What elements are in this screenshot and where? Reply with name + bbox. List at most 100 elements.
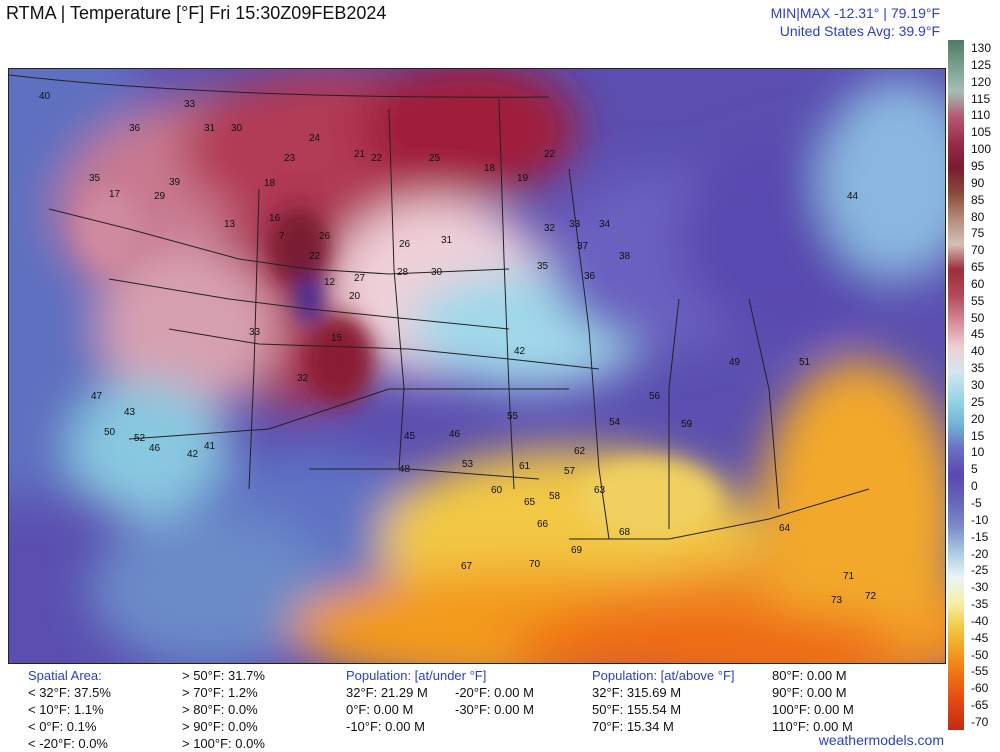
temp-label: 22 [371,153,383,164]
temp-label: 7 [279,231,285,242]
temperature-map[interactable]: 40 36 33 39 35 31 30 29 23 21 22 25 24 1… [8,68,946,664]
colorbar-tick: -15 [971,529,989,544]
spatial-item: < -20°F: 0.0% [28,736,108,751]
colorbar-tick: 35 [971,361,985,376]
temp-label: 13 [224,219,236,230]
colorbar-tick: 0 [971,479,978,494]
brand-link[interactable]: weathermodels.com [818,732,944,748]
temp-label: 27 [354,273,366,284]
colorbar-tick: 125 [971,57,992,72]
colorbar-tick: 60 [971,276,985,291]
temp-label: 21 [354,149,366,160]
colorbar [948,40,964,730]
colorbar-tick: 20 [971,411,985,426]
pop-above-item: 100°F: 0.00 M [772,702,854,717]
temp-label: 31 [204,123,216,134]
temperature-labels: 40 36 33 39 35 31 30 29 23 21 22 25 24 1… [39,91,877,606]
temp-label: 46 [449,429,461,440]
state-boundaries [9,74,870,540]
colorbar-tick: 15 [971,428,985,443]
temp-label: 42 [514,346,526,357]
temp-label: 31 [441,235,453,246]
temp-label: 38 [619,251,631,262]
colorbar-tick: 55 [971,293,985,308]
spatial-item: > 70°F: 1.2% [182,685,258,700]
temp-label: 68 [619,527,631,538]
temp-label: 36 [129,123,141,134]
temp-label: 53 [462,459,474,470]
temp-label: 24 [309,133,321,144]
temp-label: 35 [537,261,549,272]
colorbar-tick: 30 [971,378,985,392]
pop-above-item: 80°F: 0.00 M [772,668,847,683]
colorbar-tick: 105 [971,125,992,140]
temp-label: 44 [847,191,859,202]
temp-label: 57 [564,466,576,477]
temp-label: 36 [584,271,596,282]
pop-under-item: -10°F: 0.00 M [346,719,425,734]
temp-label: 55 [507,411,519,422]
colorbar-tick: 40 [971,344,985,359]
temp-label: 65 [524,497,536,508]
temp-label: 26 [319,231,331,242]
pop-above-col-2: 80°F: 0.00 M 90°F: 0.00 M 100°F: 0.00 M … [772,667,854,735]
temp-label: 47 [91,391,103,402]
temp-label: 33 [249,327,261,338]
temp-label: 26 [399,239,411,250]
temp-label: 34 [599,219,611,230]
colorbar-tick: 70 [971,243,985,258]
temp-label: 18 [484,163,496,174]
temp-label: 62 [574,446,586,457]
temp-label: 50 [104,427,116,438]
colorbar-tick: -5 [971,495,982,510]
page-title: RTMA | Temperature [°F] Fri 15:30Z09FEB2… [6,3,387,23]
temp-label: 22 [309,251,321,262]
temp-label: 45 [404,431,416,442]
pop-under-item: 0°F: 0.00 M [346,702,414,717]
pop-above-item: 110°F: 0.00 M [772,719,853,734]
temp-label: 33 [184,99,196,110]
colorbar-tick: 120 [971,74,992,89]
temp-label: 30 [431,267,443,278]
footer-stats: Spatial Area: < 32°F: 37.5% < 10°F: 1.1%… [0,665,946,752]
temp-label: 17 [109,189,121,200]
stats-panel: MIN|MAX -12.31° | 79.19°F United States … [771,4,940,40]
temp-label: 15 [331,333,343,344]
temp-label: 22 [544,149,556,160]
spatial-item: < 0°F: 0.1% [28,719,97,734]
temp-label: 41 [204,441,216,452]
spatial-area-col-2: > 50°F: 31.7% > 70°F: 1.2% > 80°F: 0.0% … [182,667,265,752]
colorbar-tick: 65 [971,260,985,275]
colorbar-tick: -25 [971,563,989,578]
colorbar-tick: 110 [971,108,991,123]
temp-label: 42 [187,449,199,460]
temp-label: 49 [729,357,741,368]
temp-label: 25 [429,153,441,164]
colorbar-tick: 80 [971,209,985,224]
temp-label: 60 [491,485,503,496]
temp-label: 63 [594,485,606,496]
temp-label: 43 [124,407,136,418]
temp-label: 61 [519,461,531,472]
terrain-detail [79,189,719,539]
colorbar-tick: 50 [971,310,985,325]
pop-above-item: 90°F: 0.00 M [772,685,847,700]
temp-label: 12 [324,277,336,288]
colorbar-tick: -40 [971,613,989,628]
temp-label: 35 [89,173,101,184]
pop-above-item: 32°F: 315.69 M [592,685,682,700]
temp-label: 37 [577,241,589,252]
spatial-item: > 50°F: 31.7% [182,668,265,683]
pop-above-heading: Population: [at/above °F] [592,668,735,683]
pop-under-item: -20°F: 0.00 M [455,685,534,700]
temp-label: 67 [461,561,473,572]
temp-label: 30 [231,123,243,134]
colorbar-tick: 130 [971,41,992,55]
colorbar-tick: 85 [971,192,985,207]
temp-label: 29 [154,191,166,202]
spatial-item: < 10°F: 1.1% [28,702,104,717]
temp-label: 39 [169,177,181,188]
temp-label: 48 [399,464,411,475]
colorbar-tick: -20 [971,546,989,561]
pop-above-item: 50°F: 155.54 M [592,702,682,717]
